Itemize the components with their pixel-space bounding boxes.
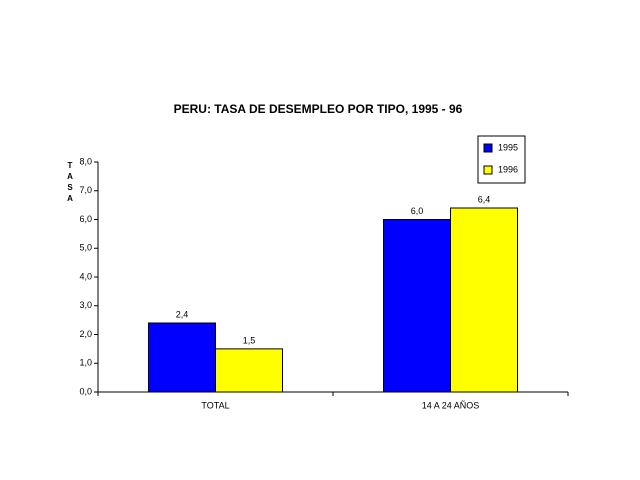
legend-label: 1996: [498, 164, 518, 174]
bar: [383, 219, 451, 393]
y-tick-label: 2,0: [79, 329, 92, 339]
y-tick-label: 6,0: [79, 214, 92, 224]
y-tick-label: 3,0: [79, 300, 92, 310]
bar: [148, 322, 216, 393]
x-tick-label: TOTAL: [201, 400, 229, 410]
legend-label: 1995: [498, 142, 518, 152]
y-tick-label: 7,0: [79, 185, 92, 195]
y-tick-label: 5,0: [79, 243, 92, 253]
y-tick-label: 4,0: [79, 271, 92, 281]
y-tick-label: 0,0: [79, 386, 92, 396]
y-tick-label: 1,0: [79, 358, 92, 368]
data-label: 2,4: [176, 309, 189, 319]
legend-swatch: [483, 165, 493, 175]
y-tick-label: 8,0: [79, 156, 92, 166]
bar: [215, 348, 283, 393]
bar: [450, 207, 518, 393]
legend-box: [477, 135, 526, 184]
data-label: 6,4: [478, 194, 491, 204]
legend-swatch: [483, 143, 493, 153]
x-tick-label: 14 A 24 AÑOS: [422, 400, 480, 410]
chart-title: PERU: TASA DE DESEMPLEO POR TIPO, 1995 -…: [174, 102, 463, 116]
data-label: 1,5: [243, 335, 256, 345]
data-label: 6,0: [411, 206, 424, 216]
